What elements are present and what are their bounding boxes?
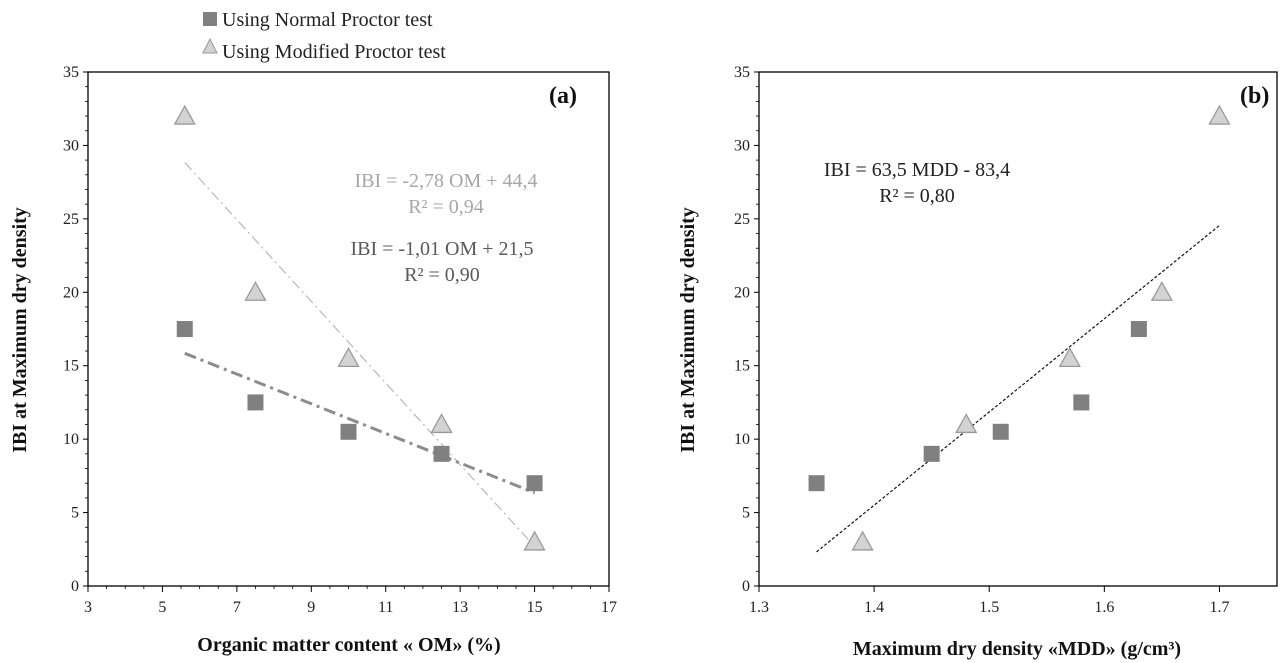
trendlines-b xyxy=(816,224,1220,553)
y-axis-title-b: IBI at Maximum dry density xyxy=(677,207,699,453)
data-point-normal xyxy=(247,394,264,411)
plot-frame-b xyxy=(758,71,1278,587)
legend-marker-normal xyxy=(203,12,217,26)
data-points-a xyxy=(173,104,546,551)
x-tick-label: 5 xyxy=(158,599,166,616)
chart-panel-b: 0 5 10 15 20 25 30 35 1.3 1.4 1.5 1.6 1.7 (b) IBI = … xyxy=(677,64,1278,660)
legend: Using Normal Proctor test Using Modified… xyxy=(202,9,446,63)
y-tick-label: 20 xyxy=(734,284,750,301)
y-tick-label: 15 xyxy=(63,358,79,375)
y-tick-label: 15 xyxy=(734,358,750,375)
plot-frame-a xyxy=(87,71,610,587)
data-point-modified xyxy=(955,413,978,434)
x-tick-label: 3 xyxy=(84,599,92,616)
data-point-normal xyxy=(1073,394,1090,411)
data-point-modified xyxy=(1058,347,1081,368)
data-point-normal xyxy=(340,423,357,440)
x-tick-label: 1.3 xyxy=(749,599,769,616)
legend-label-normal: Using Normal Proctor test xyxy=(222,9,433,31)
x-tick-label: 7 xyxy=(233,599,241,616)
data-point-normal xyxy=(176,321,193,337)
data-points-b xyxy=(808,104,1231,551)
y-tick-label: 20 xyxy=(63,284,79,301)
equation-b: IBI = 63,5 MDD - 83,4 xyxy=(824,159,1010,181)
x-tick-label: 15 xyxy=(527,599,543,616)
axis-ticks-b: 0 5 10 15 20 25 30 35 1.3 1.4 1.5 1.6 1.7 xyxy=(734,64,1229,616)
data-point-normal xyxy=(992,423,1009,440)
y-tick-label: 25 xyxy=(63,211,79,228)
x-tick-label: 1.6 xyxy=(1094,599,1114,616)
x-axis-title-b: Maximum dry density «MDD» (g/cm³) xyxy=(853,638,1181,660)
data-point-normal xyxy=(1130,321,1147,337)
y-tick-label: 10 xyxy=(63,431,79,448)
y-tick-label: 30 xyxy=(63,137,79,154)
data-point-modified xyxy=(337,347,360,368)
y-tick-label: 25 xyxy=(734,211,750,228)
y-tick-label: 0 xyxy=(71,578,79,595)
x-tick-label: 17 xyxy=(601,599,617,616)
data-point-modified xyxy=(244,280,267,301)
y-tick-label: 10 xyxy=(734,431,750,448)
data-point-modified xyxy=(523,530,546,551)
r2-b: R² = 0,80 xyxy=(879,185,955,207)
x-tick-label: 1.5 xyxy=(979,599,999,616)
trendline-normal xyxy=(184,351,536,495)
panel-label-b: (b) xyxy=(1240,83,1269,109)
y-axis-title-a: IBI at Maximum dry density xyxy=(9,207,31,453)
y-tick-label: 35 xyxy=(63,64,79,81)
trendline-modified xyxy=(184,162,536,547)
x-tick-label: 1.7 xyxy=(1209,599,1229,616)
y-tick-label: 5 xyxy=(71,505,79,522)
equation-modified-a: IBI = -2,78 OM + 44,4 xyxy=(354,170,537,192)
y-tick-label: 35 xyxy=(734,64,750,81)
data-point-normal xyxy=(808,475,825,492)
data-point-modified xyxy=(851,530,874,551)
data-point-modified xyxy=(1208,104,1231,125)
x-tick-label: 11 xyxy=(378,599,393,616)
trendline-combined xyxy=(816,224,1220,553)
panel-label-a: (a) xyxy=(549,83,577,109)
x-axis-title-a: Organic matter content « OM» (%) xyxy=(197,634,500,656)
y-tick-label: 30 xyxy=(734,137,750,154)
x-tick-label: 1.4 xyxy=(864,599,884,616)
x-tick-label: 9 xyxy=(307,599,315,616)
r2-modified-a: R² = 0,94 xyxy=(408,196,484,218)
r2-normal-a: R² = 0,90 xyxy=(404,264,480,286)
data-point-modified xyxy=(1150,280,1173,301)
x-tick-label: 13 xyxy=(452,599,468,616)
legend-label-modified: Using Modified Proctor test xyxy=(222,41,446,63)
legend-marker-modified xyxy=(202,37,218,54)
y-tick-label: 5 xyxy=(742,505,750,522)
data-point-modified xyxy=(430,413,453,434)
y-tick-label: 0 xyxy=(742,578,750,595)
data-point-normal xyxy=(526,475,543,492)
data-point-modified xyxy=(173,104,196,125)
equation-normal-a: IBI = -1,01 OM + 21,5 xyxy=(350,238,533,260)
data-point-normal xyxy=(923,445,940,462)
data-point-normal xyxy=(433,445,450,462)
trendlines-a xyxy=(184,162,536,547)
